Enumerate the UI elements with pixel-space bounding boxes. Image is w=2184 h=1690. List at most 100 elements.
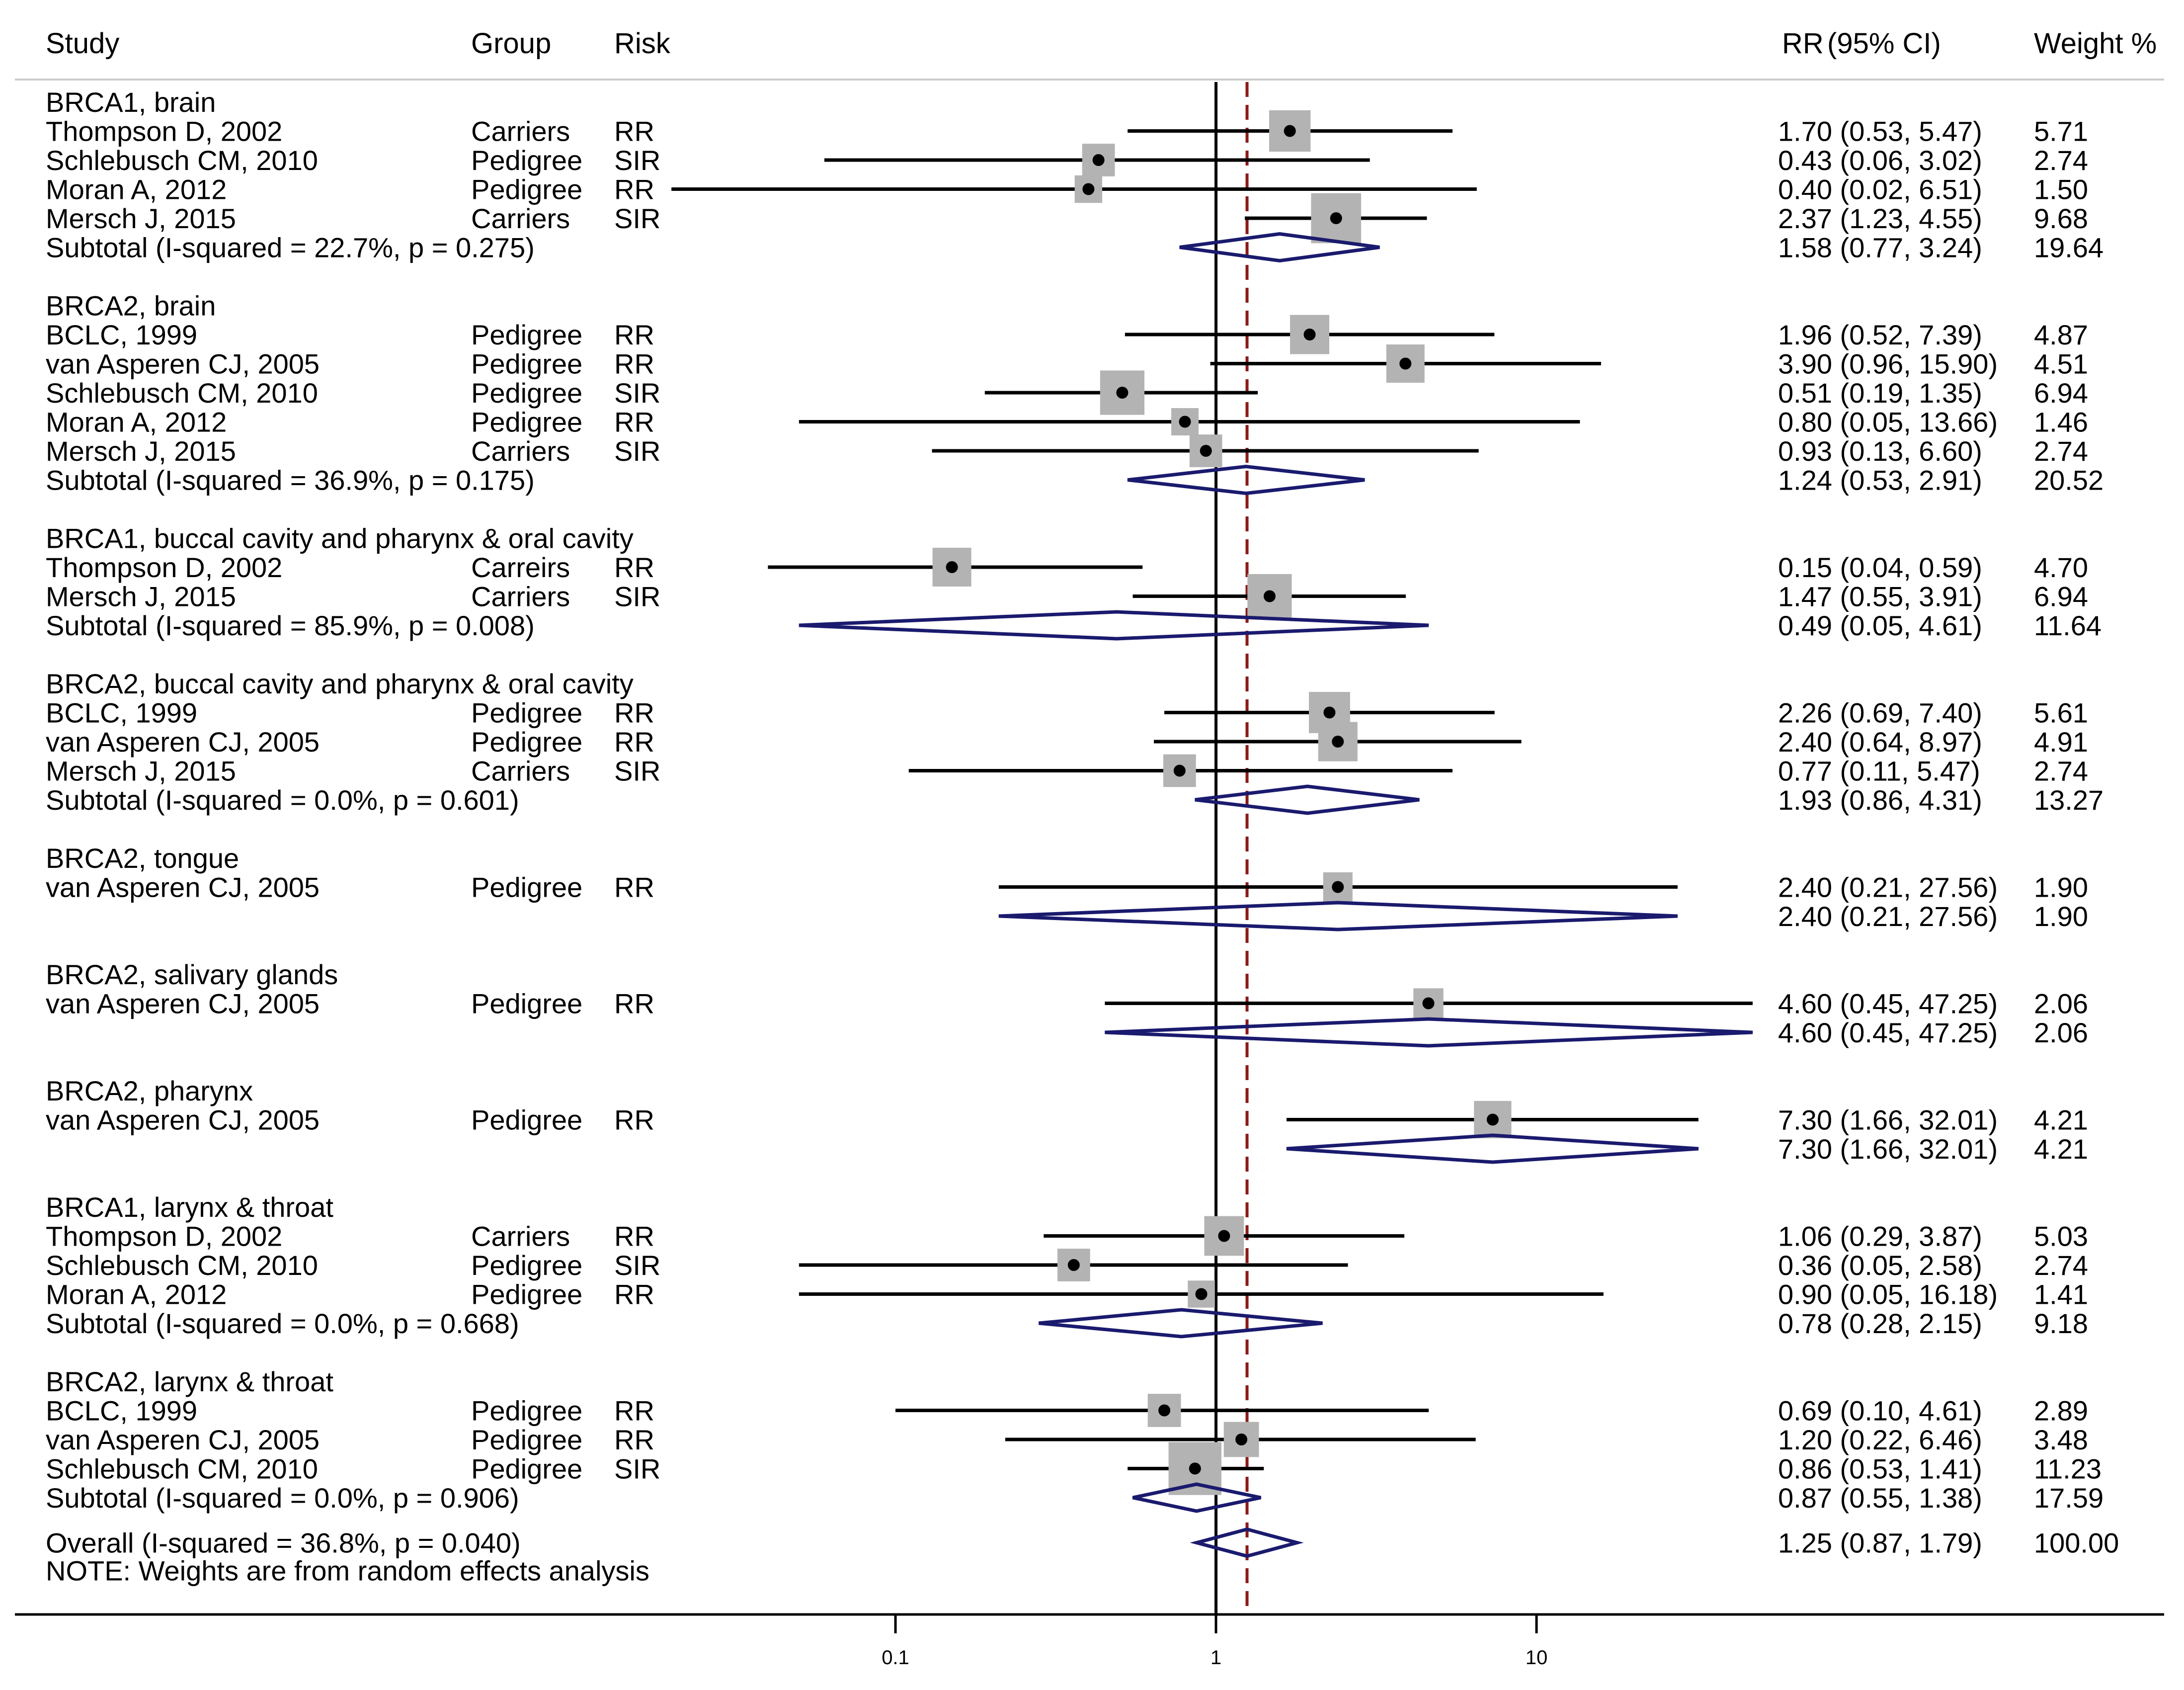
point-estimate (1332, 736, 1344, 748)
weight-value: 4.91 (2034, 726, 2088, 758)
group-label: Pedigree (471, 988, 582, 1019)
point-estimate (1263, 590, 1276, 602)
risk-label: RR (614, 407, 654, 438)
point-estimate (1303, 329, 1316, 340)
risk-label: RR (614, 552, 654, 583)
group-label: Pedigree (471, 377, 582, 409)
subtotal-rr-ci-value: 7.30 (1.66, 32.01) (1778, 1133, 1998, 1165)
study-label: Thompson D, 2002 (46, 552, 282, 583)
risk-label: RR (614, 1104, 654, 1136)
subtotal-weight-value: 9.18 (2034, 1308, 2088, 1339)
plot-area (1214, 82, 1249, 1614)
point-estimate (1173, 764, 1186, 777)
group-label: Carreirs (471, 552, 570, 583)
subtotal-rr-ci-value: 1.93 (0.86, 4.31) (1778, 784, 1982, 816)
rr-ci-value: 0.77 (0.11, 5.47) (1778, 756, 1980, 787)
group-label: Pedigree (471, 1279, 582, 1310)
header-weight: Weight % (2034, 27, 2157, 60)
group-label: Carriers (471, 1221, 570, 1252)
group-label: Carriers (471, 435, 570, 467)
study-label: BCLC, 1999 (46, 1395, 197, 1427)
group-label: Pedigree (471, 872, 582, 903)
weight-value: 2.74 (2034, 1250, 2088, 1281)
weight-value: 1.90 (2034, 872, 2088, 903)
subtotal-label: Subtotal (I-squared = 36.9%, p = 0.175) (46, 465, 535, 496)
rr-ci-value: 1.70 (0.53, 5.47) (1778, 116, 1982, 147)
point-estimate (1399, 357, 1412, 370)
section-4: BRCA2, buccal cavity and pharynx & oral … (46, 668, 2103, 816)
group-label: Carriers (471, 116, 570, 147)
group-label: Pedigree (471, 319, 582, 350)
group-label: Pedigree (471, 348, 582, 380)
rr-ci-value: 0.90 (0.05, 16.18) (1778, 1279, 1998, 1310)
study-label: Schlebusch CM, 2010 (46, 377, 318, 409)
study-label: Moran A, 2012 (46, 407, 227, 438)
rr-ci-value: 4.60 (0.45, 47.25) (1778, 988, 1998, 1019)
subtotal-diamond (1132, 1482, 1261, 1513)
subtotal-weight-value: 2.06 (2034, 1017, 2088, 1048)
header-ci: (95% CI) (1827, 27, 1941, 60)
subtotal-rr-ci-value: 1.58 (0.77, 3.24) (1778, 232, 1982, 263)
overall-rr-ci-value: 1.25 (0.87, 1.79) (1778, 1527, 1982, 1559)
point-estimate (1200, 445, 1212, 457)
point-estimate (946, 561, 958, 573)
rr-ci-value: 7.30 (1.66, 32.01) (1778, 1104, 1998, 1136)
group-label: Pedigree (471, 726, 582, 758)
rr-ci-value: 0.43 (0.06, 3.02) (1778, 145, 1982, 176)
subtotal-rr-ci-value: 4.60 (0.45, 47.25) (1778, 1017, 1998, 1048)
risk-label: SIR (614, 756, 660, 787)
rr-ci-value: 2.40 (0.21, 27.56) (1778, 872, 1998, 903)
rr-ci-value: 3.90 (0.96, 15.90) (1778, 348, 1998, 380)
weight-value: 4.87 (2034, 319, 2088, 350)
section-title: BRCA2, tongue (46, 843, 239, 874)
weight-value: 2.74 (2034, 145, 2088, 176)
weight-value: 4.51 (2034, 348, 2088, 380)
subtotal-rr-ci-value: 2.40 (0.21, 27.56) (1778, 901, 1998, 932)
point-estimate (1195, 1288, 1208, 1300)
rr-ci-value: 1.06 (0.29, 3.87) (1778, 1221, 1982, 1252)
weight-value: 4.21 (2034, 1104, 2088, 1136)
point-estimate (1330, 212, 1342, 224)
weight-value: 9.68 (2034, 203, 2088, 234)
subtotal-label: Subtotal (I-squared = 0.0%, p = 0.906) (46, 1482, 519, 1514)
section-title: BRCA1, buccal cavity and pharynx & oral … (46, 523, 634, 554)
rr-ci-value: 0.80 (0.05, 13.66) (1778, 407, 1998, 438)
group-label: Pedigree (471, 174, 582, 205)
point-estimate (1323, 706, 1336, 719)
risk-label: RR (614, 872, 654, 903)
weight-value: 2.74 (2034, 435, 2088, 467)
group-label: Pedigree (471, 1453, 582, 1485)
study-label: Schlebusch CM, 2010 (46, 145, 318, 176)
section-title: BRCA2, brain (46, 290, 216, 322)
subtotal-weight-value: 1.90 (2034, 901, 2088, 932)
rr-ci-value: 0.36 (0.05, 2.58) (1778, 1250, 1982, 1281)
risk-label: RR (614, 116, 654, 147)
weight-value: 5.03 (2034, 1221, 2088, 1252)
rr-ci-value: 0.51 (0.19, 1.35) (1778, 377, 1982, 409)
rr-ci-value: 0.86 (0.53, 1.41) (1778, 1453, 1982, 1485)
study-label: Schlebusch CM, 2010 (46, 1453, 318, 1485)
risk-label: RR (614, 1395, 654, 1427)
study-label: Moran A, 2012 (46, 174, 227, 205)
weight-value: 1.46 (2034, 407, 2088, 438)
x-axis: 0.1 1 10 (15, 1613, 2164, 1669)
subtotal-diamond (998, 901, 1678, 931)
weight-value: 4.70 (2034, 552, 2088, 583)
header-row: Study Group Risk RR (95% CI) Weight % (46, 27, 2157, 60)
risk-label: SIR (614, 435, 660, 467)
study-label: BCLC, 1999 (46, 697, 197, 729)
header-study: Study (46, 27, 119, 60)
overall-weight-value: 100.00 (2034, 1527, 2119, 1559)
risk-label: RR (614, 1221, 654, 1252)
point-estimate (1189, 1462, 1201, 1475)
point-estimate (1218, 1230, 1230, 1242)
point-estimate (1082, 183, 1095, 195)
study-label: van Asperen CJ, 2005 (46, 988, 320, 1019)
weight-value: 11.23 (2034, 1453, 2102, 1485)
rr-ci-value: 2.40 (0.64, 8.97) (1778, 726, 1982, 758)
study-label: Moran A, 2012 (46, 1279, 227, 1310)
